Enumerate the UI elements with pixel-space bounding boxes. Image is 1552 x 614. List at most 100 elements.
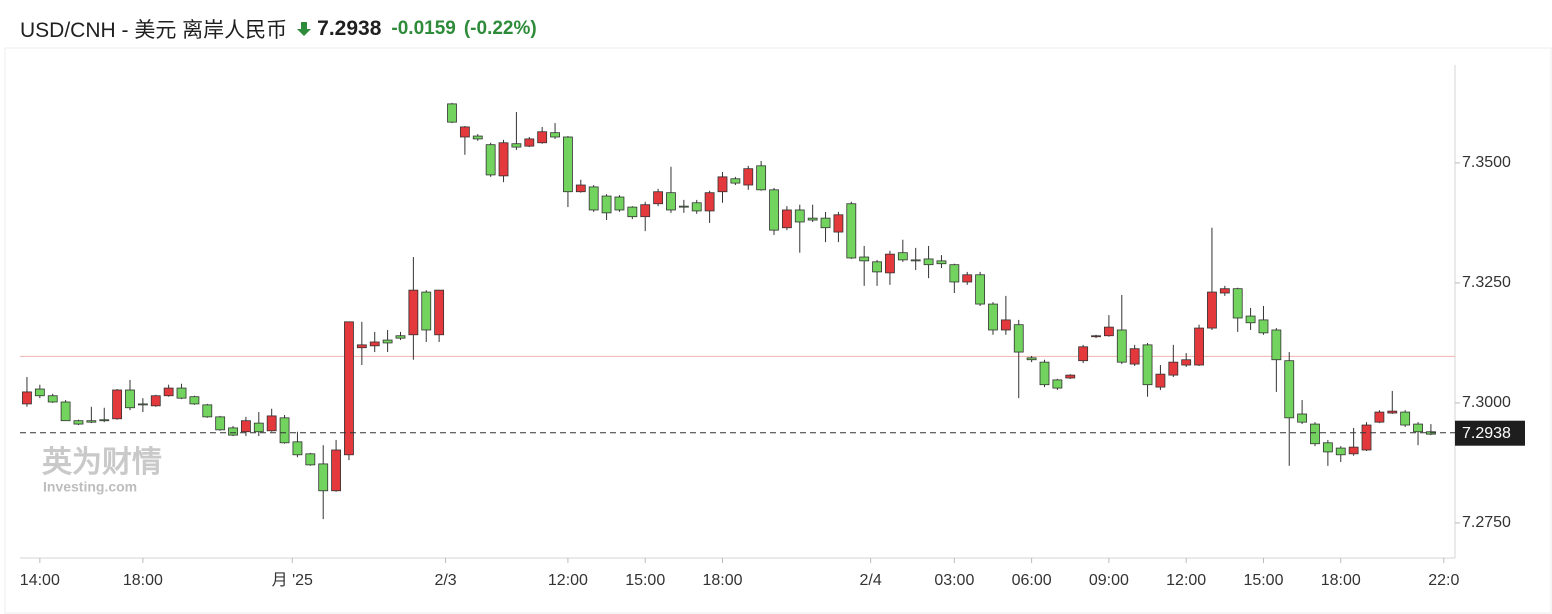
candle-body xyxy=(1052,379,1063,389)
y-tick-label: 7.3250 xyxy=(1462,274,1511,291)
watermark-brand: 英为财情 xyxy=(42,446,162,479)
candle-body xyxy=(1245,315,1256,324)
candle-body xyxy=(846,203,857,259)
candle-body xyxy=(60,401,71,422)
candle-body xyxy=(472,135,483,140)
y-tick-label: 7.3000 xyxy=(1462,394,1511,411)
candle-body xyxy=(1400,411,1411,426)
candle-body xyxy=(241,420,251,433)
candle-body xyxy=(344,321,354,456)
candle-body xyxy=(872,261,882,273)
x-tick-label: 2/4 xyxy=(859,572,881,589)
candle-body xyxy=(743,168,754,186)
last-price-label: 7.2938 xyxy=(1462,425,1511,442)
candle-body xyxy=(1284,360,1295,419)
price: 7.2938 xyxy=(317,17,382,40)
candle-body xyxy=(730,178,741,184)
candle-body xyxy=(318,463,329,492)
candle-body xyxy=(949,264,960,283)
candle-body xyxy=(1374,411,1385,423)
candle-body xyxy=(1348,446,1359,455)
candle-body xyxy=(1271,329,1282,361)
x-tick-label: 22:0 xyxy=(1428,572,1459,589)
x-tick-label: 06:00 xyxy=(1012,572,1052,589)
candle-body xyxy=(575,184,586,193)
candle-body xyxy=(279,417,290,444)
candle-body xyxy=(691,202,702,212)
candle-body xyxy=(640,204,651,218)
candle-body xyxy=(563,136,573,193)
candle-body xyxy=(202,404,213,418)
candle-body xyxy=(704,192,715,212)
candle-body xyxy=(601,195,612,214)
candle-body xyxy=(1387,410,1398,414)
down-arrow-icon xyxy=(297,22,312,36)
candle-body xyxy=(537,131,548,144)
candle-body xyxy=(962,274,973,283)
candle-body xyxy=(150,395,161,407)
candle-body xyxy=(125,389,135,409)
candle-body xyxy=(678,205,689,208)
candle-body xyxy=(459,126,470,138)
candle-body xyxy=(1000,319,1011,331)
candle-body xyxy=(988,303,998,331)
candle-body xyxy=(34,388,45,397)
candle-body xyxy=(588,186,599,211)
candle-body xyxy=(331,449,341,492)
x-tick-label: 18:00 xyxy=(702,572,742,589)
change-percent: (-0.22%) xyxy=(463,18,537,39)
candle-body xyxy=(1155,373,1166,388)
x-tick-label: 03:00 xyxy=(934,572,974,589)
candle-body xyxy=(215,416,226,431)
candle-body xyxy=(112,389,123,420)
change: -0.0159 xyxy=(391,18,456,39)
candle-body xyxy=(22,391,32,405)
candle-body xyxy=(666,192,676,211)
candle-body xyxy=(524,138,535,147)
candle-body xyxy=(163,387,174,397)
candle-body xyxy=(99,419,110,422)
candle-body xyxy=(1335,447,1346,456)
candle-body xyxy=(769,189,779,231)
candle-body xyxy=(897,252,908,261)
candle-body xyxy=(176,387,187,399)
candle-body xyxy=(189,396,200,405)
candle-body xyxy=(1194,327,1204,366)
candle-body xyxy=(47,395,58,403)
candle-body xyxy=(885,253,895,274)
x-tick-label: 18:00 xyxy=(123,572,163,589)
candle-body xyxy=(1219,288,1230,294)
candle-body xyxy=(859,256,870,262)
x-tick-label: 15:00 xyxy=(625,572,665,589)
candle-body xyxy=(627,206,638,218)
candle-body xyxy=(511,143,522,148)
candle-body xyxy=(86,420,97,423)
x-tick-label: 14:00 xyxy=(20,572,60,589)
candle-body xyxy=(253,422,264,433)
candle-body xyxy=(975,274,986,305)
candle-body xyxy=(382,339,393,344)
x-tick-label: 15:00 xyxy=(1243,572,1283,589)
candle-body xyxy=(1413,423,1423,433)
candle-body xyxy=(369,341,380,347)
candle-body xyxy=(498,142,509,177)
candle-body xyxy=(1181,359,1192,366)
candle-body xyxy=(1078,346,1089,362)
candle-body xyxy=(1207,291,1217,329)
candle-body xyxy=(73,420,84,425)
candle-body xyxy=(356,344,367,349)
candle-body xyxy=(1297,413,1308,423)
candle-body xyxy=(305,453,316,466)
candle-body xyxy=(1361,424,1372,451)
x-tick-label: 月 '25 xyxy=(272,572,313,589)
candle-body xyxy=(794,209,805,223)
candle-body xyxy=(434,289,445,336)
candle-body xyxy=(137,403,148,406)
candle-body xyxy=(1013,324,1024,353)
candle-body xyxy=(1129,348,1140,365)
candle-body xyxy=(1310,423,1320,445)
candle-body xyxy=(1065,374,1076,379)
candle-body xyxy=(485,144,496,176)
candle-body xyxy=(408,289,419,336)
